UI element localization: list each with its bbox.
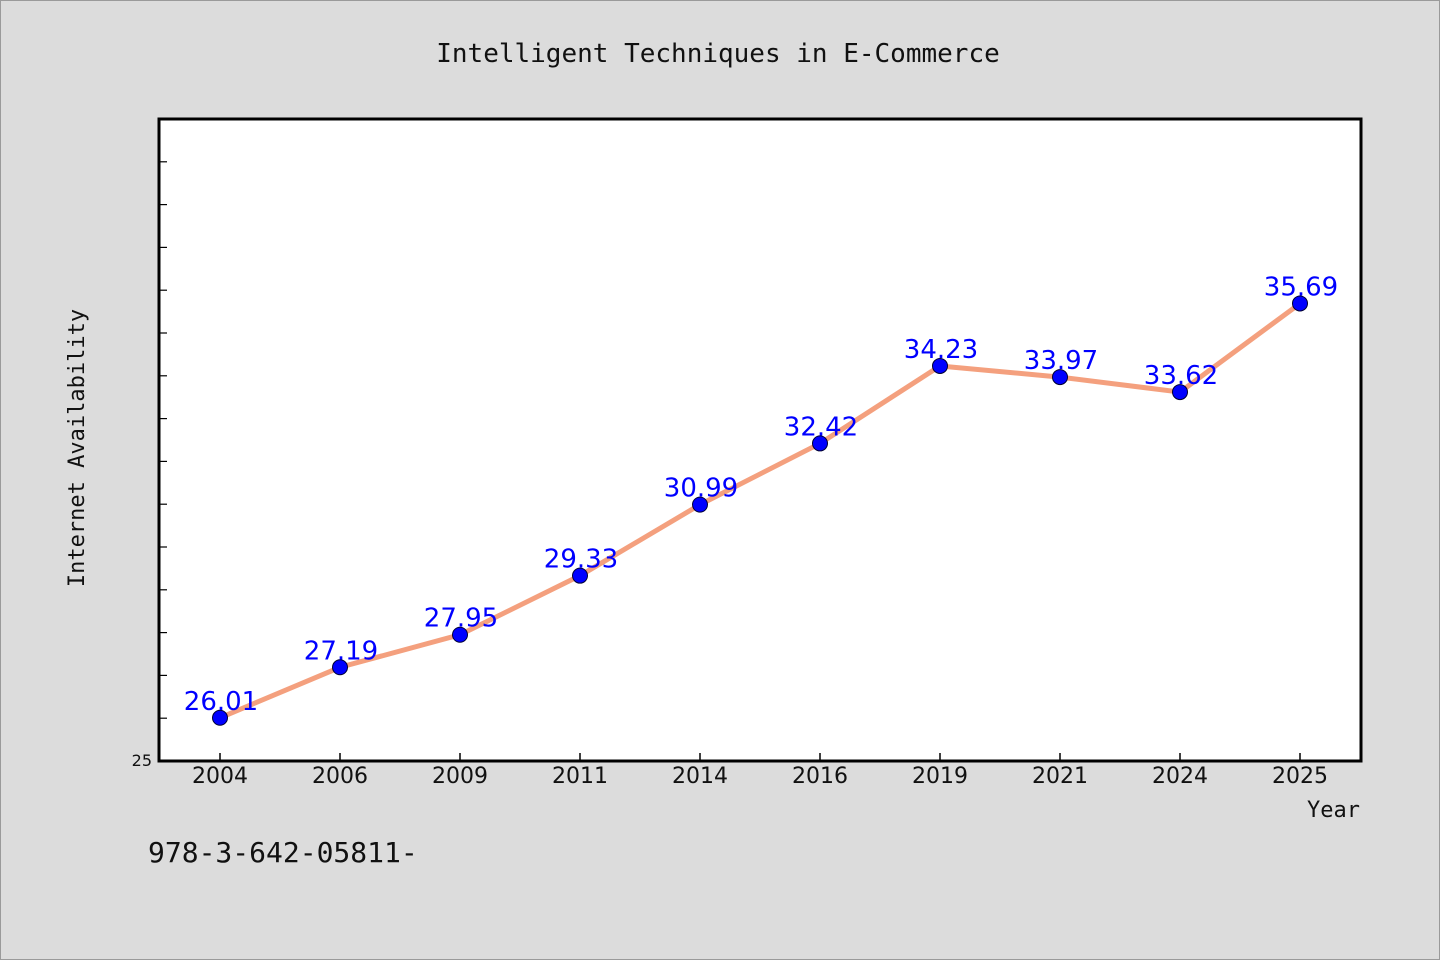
data-label: 26.01 — [184, 687, 258, 717]
data-label: 27.95 — [424, 604, 498, 634]
data-point — [692, 496, 708, 513]
data-label: 33.62 — [1144, 361, 1218, 391]
data-label: 29.33 — [544, 545, 618, 575]
data-point — [932, 357, 948, 374]
x-tick-label: 2024 — [1152, 764, 1208, 789]
data-point — [1292, 295, 1308, 312]
x-axis-label: Year — [1307, 798, 1360, 823]
data-label: 33.97 — [1024, 346, 1098, 376]
data-label: 27.19 — [304, 636, 378, 666]
data-point — [572, 567, 588, 584]
data-point — [452, 626, 468, 643]
x-tick-label: 2004 — [192, 764, 248, 789]
x-tick-label: 2014 — [672, 764, 728, 789]
data-label: 34.23 — [904, 335, 978, 365]
data-label: 35.69 — [1264, 272, 1338, 302]
x-tick-label: 2019 — [912, 764, 968, 789]
plot-area — [157, 117, 1363, 763]
y-axis-ticks — [159, 161, 167, 719]
data-point — [1052, 369, 1068, 386]
x-tick-label: 2011 — [552, 764, 608, 789]
data-point — [1172, 384, 1188, 401]
y-tick-label: 25 — [132, 751, 152, 770]
x-tick-label: 2021 — [1032, 764, 1088, 789]
x-tick-label: 2025 — [1272, 764, 1328, 789]
series-layer: 26.01 27.19 27.95 29.33 30.99 32.42 34.23 33.97… — [184, 272, 1338, 726]
x-axis-ticks: 2004 2006 2009 2011 2014 2016 2019 2021 2024 2025 — [192, 753, 1328, 789]
data-point — [812, 435, 828, 452]
chart-title: Intelligent Techniques in E-Commerce — [436, 39, 1000, 69]
footer-code: 978-3-642-05811- — [148, 836, 418, 869]
data-point — [332, 659, 348, 676]
y-axis-label: Internet Availability — [65, 309, 90, 587]
series-line — [217, 300, 1303, 721]
data-label: 30.99 — [664, 474, 738, 504]
x-tick-label: 2006 — [312, 764, 368, 789]
data-point — [212, 709, 228, 726]
x-tick-label: 2009 — [432, 764, 488, 789]
data-label: 32.42 — [784, 412, 858, 442]
x-tick-label: 2016 — [792, 764, 848, 789]
